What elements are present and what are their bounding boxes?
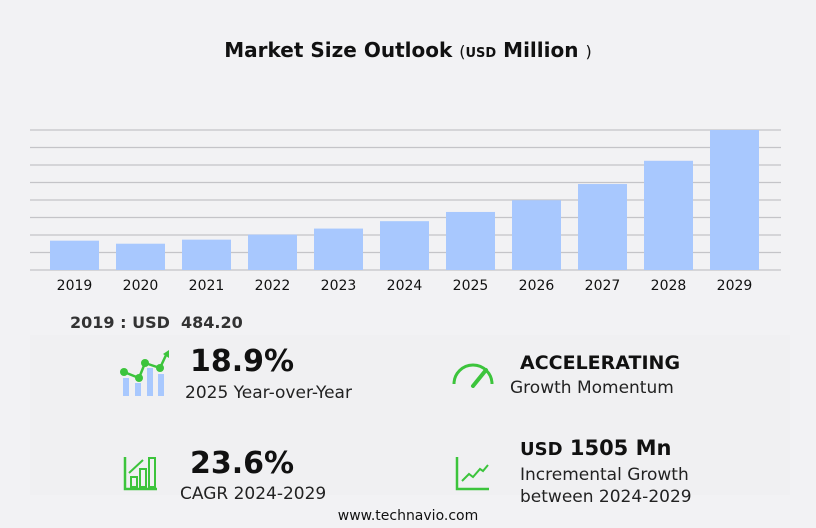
cagr-label: CAGR 2024-2029 bbox=[180, 484, 327, 504]
x-tick-label: 2025 bbox=[453, 278, 489, 294]
bar-2025 bbox=[446, 211, 495, 270]
x-tick-label: 2019 bbox=[57, 278, 93, 294]
bar-2019 bbox=[50, 240, 99, 270]
x-tick-label: 2026 bbox=[519, 278, 555, 294]
x-tick-label: 2024 bbox=[387, 278, 423, 294]
incremental-value: USD 1505 Mn bbox=[520, 436, 672, 460]
trend-line-icon bbox=[455, 457, 489, 491]
stats-panel bbox=[30, 335, 790, 495]
bar-2027 bbox=[578, 184, 627, 270]
bar-2028 bbox=[644, 160, 693, 270]
x-tick-label: 2020 bbox=[123, 278, 159, 294]
yoy-value: 18.9% bbox=[190, 344, 295, 379]
chart-title: Market Size Outlook (USD Million ) bbox=[224, 38, 592, 62]
x-tick-label: 2023 bbox=[321, 278, 357, 294]
bar-2024 bbox=[380, 221, 429, 270]
x-tick-label: 2028 bbox=[651, 278, 687, 294]
bar-2020 bbox=[116, 243, 165, 270]
bar-2029 bbox=[710, 130, 759, 270]
x-tick-label: 2027 bbox=[585, 278, 621, 294]
base-year-value: 2019 : USD 484.20 bbox=[70, 313, 243, 332]
bar-growth-icon bbox=[123, 457, 157, 491]
incremental-label: Incremental Growth bbox=[520, 465, 689, 485]
momentum-value: ACCELERATING bbox=[520, 352, 681, 374]
momentum-label: Growth Momentum bbox=[510, 378, 674, 398]
bar-2023 bbox=[314, 228, 363, 270]
bar-2022 bbox=[248, 234, 297, 270]
yoy-label: 2025 Year-over-Year bbox=[185, 383, 352, 403]
x-tick-label: 2022 bbox=[255, 278, 291, 294]
bar-chart: 2019 2020 2021 2022 2023 2024 2025 2026 2027 2028… bbox=[30, 129, 781, 294]
incremental-period: between 2024-2029 bbox=[520, 487, 692, 507]
speedometer-icon bbox=[452, 363, 494, 388]
bar-2021 bbox=[182, 239, 231, 270]
growth-chart-icon bbox=[120, 350, 169, 396]
bar-2026 bbox=[512, 200, 561, 270]
x-tick-label: 2029 bbox=[717, 278, 753, 294]
footer-url: www.technavio.com bbox=[337, 508, 479, 524]
cagr-value: 23.6% bbox=[190, 446, 295, 481]
x-tick-label: 2021 bbox=[189, 278, 225, 294]
